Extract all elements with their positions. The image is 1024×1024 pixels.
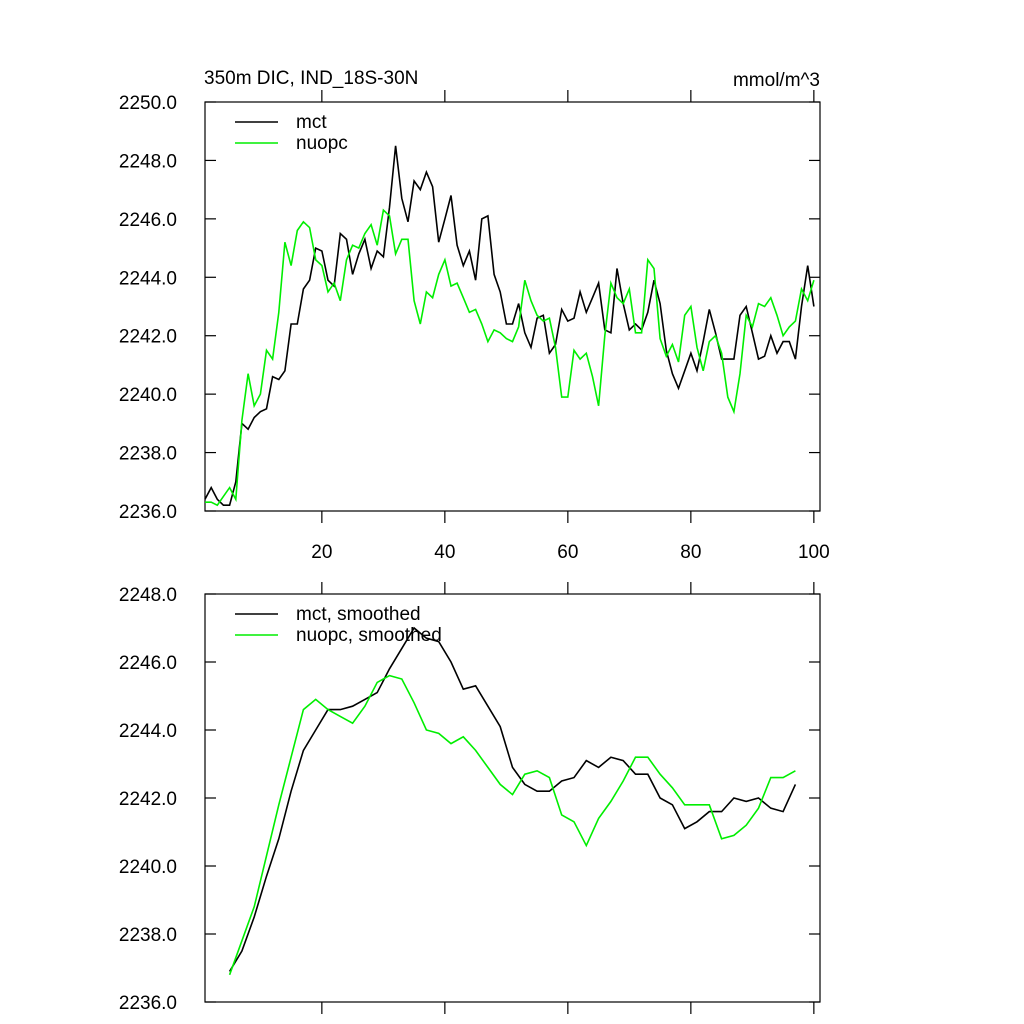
units-label: mmol/m^3 bbox=[733, 70, 820, 91]
series-line bbox=[204, 145, 815, 506]
x-tick-label: 100 bbox=[798, 542, 830, 563]
x-tick-label: 20 bbox=[311, 542, 332, 563]
y-tick-label: 2242.0 bbox=[119, 789, 177, 810]
y-tick-label: 2248.0 bbox=[119, 151, 177, 172]
y-tick-label: 2250.0 bbox=[119, 93, 177, 114]
plot-frame bbox=[204, 101, 821, 512]
legend-label: mct, smoothed bbox=[296, 604, 421, 625]
y-tick-label: 2238.0 bbox=[119, 925, 177, 946]
y-tick-label: 2238.0 bbox=[119, 444, 177, 465]
y-tick-label: 2248.0 bbox=[119, 585, 177, 606]
y-tick-label: 2236.0 bbox=[119, 993, 177, 1014]
plot-frame bbox=[204, 593, 821, 1003]
x-tick-label: 60 bbox=[557, 542, 578, 563]
x-tick-label: 40 bbox=[434, 542, 455, 563]
legend-label: nuopc, smoothed bbox=[296, 625, 442, 646]
y-tick-label: 2246.0 bbox=[119, 210, 177, 231]
y-tick-label: 2240.0 bbox=[119, 385, 177, 406]
y-tick-label: 2236.0 bbox=[119, 502, 177, 523]
chart-title: 350m DIC, IND_18S-30N bbox=[204, 68, 418, 89]
legend-label: mct bbox=[296, 112, 327, 133]
series-line bbox=[228, 674, 796, 976]
legend-label: nuopc bbox=[296, 133, 348, 154]
y-tick-label: 2244.0 bbox=[119, 721, 177, 742]
y-tick-label: 2240.0 bbox=[119, 857, 177, 878]
y-tick-label: 2246.0 bbox=[119, 653, 177, 674]
y-tick-label: 2244.0 bbox=[119, 268, 177, 289]
y-tick-label: 2242.0 bbox=[119, 327, 177, 348]
series-line bbox=[205, 208, 815, 507]
x-tick-label: 80 bbox=[680, 542, 701, 563]
series-line bbox=[228, 626, 797, 972]
